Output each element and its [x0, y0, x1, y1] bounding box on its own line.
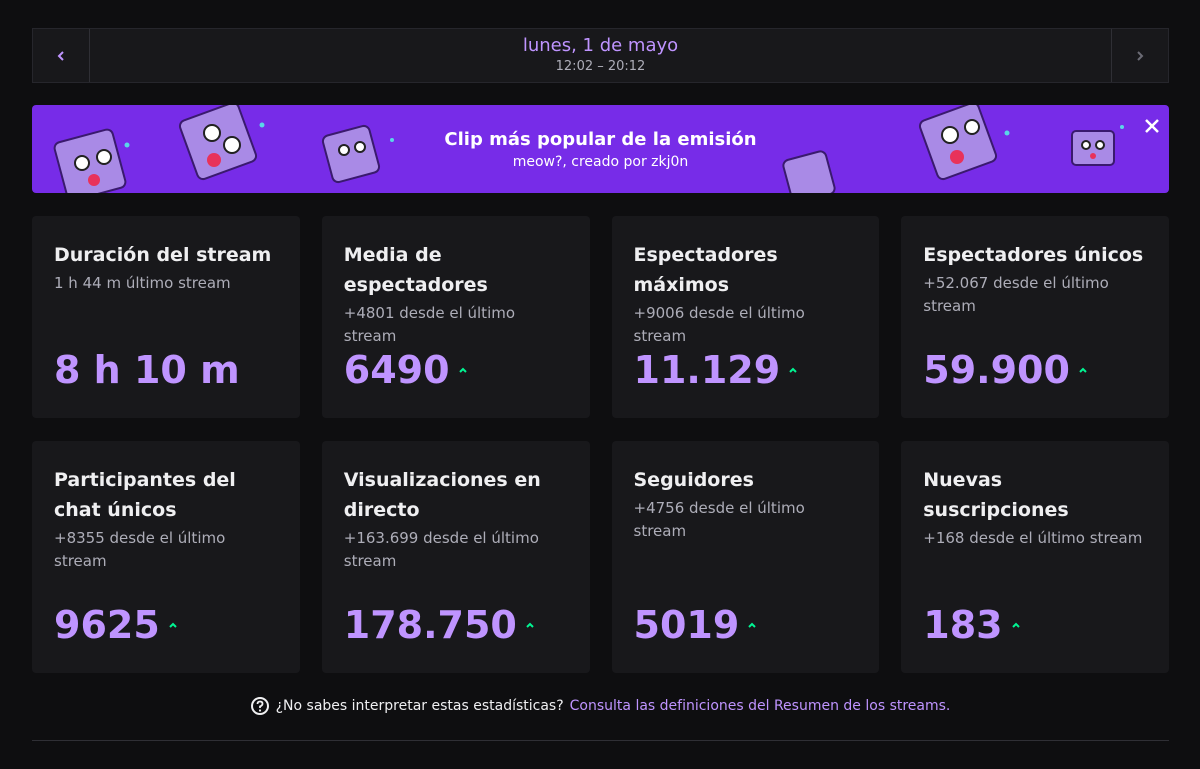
trend-up-icon	[1011, 622, 1020, 628]
stat-comparison: 1 h 44 m último stream	[54, 274, 231, 292]
stat-comparison: +8355 desde el último stream	[54, 529, 226, 570]
stat-card[interactable]: Visualizaciones en directo +163.699 desde…	[321, 441, 590, 673]
chevron-right	[1137, 50, 1144, 61]
next-button[interactable]	[1111, 29, 1168, 82]
stat-card[interactable]: Duración del stream 1 h 44 m último strea…	[32, 216, 300, 418]
stat-title: Seguidores	[633, 469, 754, 491]
stat-title: Espectadores máximos	[633, 244, 778, 296]
trend-up-icon	[458, 367, 467, 373]
stat-comparison: +4801 desde el último stream	[343, 304, 516, 345]
help-line: ¿No sabes interpretar estas estadísticas…	[0, 696, 1200, 716]
stat-title: Visualizaciones en directo	[343, 469, 541, 521]
stat-comparison: +163.699 desde el último stream	[343, 529, 539, 570]
trend-up-icon	[748, 622, 756, 628]
stat-card[interactable]: Participantes del chat únicos +8355 desde…	[32, 441, 300, 673]
date-nav: lunes, 1 de mayo 12:02 – 20:12	[32, 28, 1169, 83]
time-range: 12:02 – 20:12	[555, 59, 646, 74]
stat-value-row: 8 h 10 m	[54, 348, 240, 392]
stat-value: 6490	[343, 348, 450, 392]
help-question: ¿No sabes interpretar estas estadísticas…	[275, 698, 564, 714]
stat-value-row: 59.900	[923, 348, 1088, 392]
stat-value-row: 5019	[634, 603, 758, 647]
top-clip-banner[interactable]: Clip más popular de la emisión meow?, cr…	[32, 105, 1169, 193]
stat-title: Espectadores únicos	[923, 244, 1144, 266]
help-link[interactable]: Consulta las definiciones del Resumen de…	[569, 698, 951, 714]
stat-value: 183	[923, 603, 1003, 647]
stat-value: 8 h 10 m	[54, 348, 240, 392]
stats-grid: Duración del stream 1 h 44 m último strea…	[32, 216, 1169, 673]
prev-button[interactable]	[33, 29, 90, 82]
trend-up-icon	[526, 622, 534, 628]
divider	[32, 740, 1169, 741]
stat-card[interactable]: Espectadores máximos +9006 desde el últim…	[611, 216, 880, 418]
stat-value: 11.129	[633, 348, 781, 392]
stat-title: Nuevas suscripciones	[923, 469, 1069, 521]
chevron-left	[57, 50, 64, 61]
stat-comparison: +9006 desde el último stream	[633, 304, 805, 345]
stat-value: 9625	[54, 603, 160, 647]
stat-card[interactable]: Espectadores únicos +52.067 desde el últi…	[901, 216, 1169, 418]
trend-up-icon	[789, 367, 797, 373]
stat-title: Media de espectadores	[343, 244, 488, 296]
banner-decoration	[53, 105, 1124, 193]
stat-comparison: +168 desde el último stream	[923, 529, 1143, 547]
stat-value-row: 6490	[344, 348, 468, 392]
banner-title: Clip más popular de la emisión	[444, 129, 757, 150]
stat-value: 59.900	[923, 348, 1070, 392]
stat-card[interactable]: Nuevas suscripciones +168 desde el último…	[901, 441, 1169, 673]
stat-card[interactable]: Seguidores +4756 desde el último stream 50…	[611, 441, 880, 673]
stat-card[interactable]: Media de espectadores +4801 desde el últi…	[321, 216, 590, 418]
stat-value: 5019	[633, 603, 740, 647]
date: lunes, 1 de mayo	[522, 35, 679, 56]
help-icon	[250, 697, 269, 715]
banner-text: Clip más popular de la emisión meow?, cr…	[32, 129, 1169, 170]
close-button[interactable]	[1141, 115, 1163, 137]
stat-title: Participantes del chat únicos	[54, 469, 236, 521]
stat-title: Duración del stream	[54, 244, 272, 266]
stat-value-row: 9625	[54, 603, 178, 647]
banner-subtitle: meow?, creado por zkj0n	[512, 154, 689, 170]
stat-value: 178.750	[343, 603, 517, 647]
stat-comparison: +4756 desde el último stream	[633, 499, 805, 540]
stat-value-row: 183	[923, 603, 1020, 647]
stat-value-row: 11.129	[634, 348, 799, 392]
stat-value-row: 178.750	[344, 603, 535, 647]
stat-comparison: +52.067 desde el último stream	[923, 274, 1109, 315]
trend-up-icon	[1079, 367, 1087, 373]
trend-up-icon	[169, 622, 177, 628]
date-block: lunes, 1 de mayo 12:02 – 20:12	[90, 29, 1111, 82]
